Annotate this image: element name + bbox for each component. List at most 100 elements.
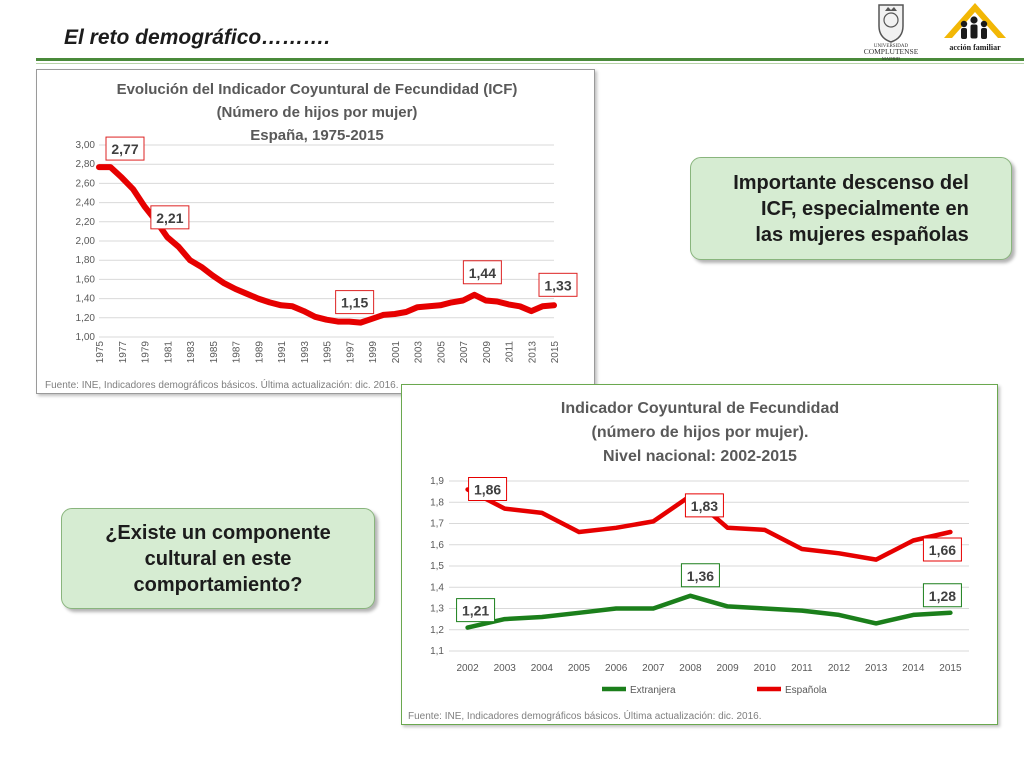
chart-1-point [552, 304, 556, 307]
chart-2-x-tick: 2014 [902, 663, 925, 674]
chart-2-title-line: (número de hijos por mujer). [592, 424, 809, 441]
ucm-logo: UNIVERSIDAD COMPLUTENSE MADRID [864, 4, 919, 61]
chart-1-point [177, 245, 180, 248]
chart-1-point [188, 259, 192, 262]
chart-1-y-tick: 2,40 [76, 198, 96, 209]
chart-1-x-tick: 1979 [141, 341, 152, 364]
chart-2-x-tick: 2007 [642, 663, 665, 674]
chart-1-point [166, 235, 169, 239]
chart-1-x-tick: 1989 [254, 341, 265, 364]
chart-2-point [578, 611, 580, 614]
ucm-logo-line2: COMPLUTENSE [864, 47, 919, 56]
chart-2-point [503, 507, 506, 510]
chart-2-data-label-box [468, 477, 508, 501]
house-roof-icon [944, 3, 1006, 38]
chart-1-y-tick: 1,60 [76, 274, 96, 285]
chart-2-data-label-box [684, 493, 724, 518]
chart-2-y-tick: 1,1 [430, 646, 444, 657]
chart-2-title-line: Nivel nacional: 2002-2015 [603, 448, 797, 465]
chart-1-point [370, 317, 374, 320]
chart-2-point [838, 552, 840, 555]
chart-1-title-line: (Número de hijos por mujer) [217, 104, 418, 121]
chart-2-point [540, 616, 543, 618]
chart-1-point [291, 305, 294, 308]
slide-title: El reto demográfico………. [64, 26, 331, 49]
chart-1-title-line: España, 1975-2015 [250, 127, 383, 144]
chart-2-point [800, 548, 803, 550]
chart-1-point [473, 293, 476, 296]
title-rule [36, 58, 1024, 61]
chart-1-point [450, 301, 453, 304]
chart-1-series-line [96, 164, 557, 326]
chart-2-data-label: 1,21 [462, 603, 489, 619]
chart-1-point [336, 320, 340, 323]
chart-2-point [800, 609, 803, 612]
chart-1-data-label-box [105, 136, 145, 161]
chart-2-data-label: 1,28 [929, 588, 956, 604]
chart-1-point [131, 187, 135, 191]
chart-1-point [507, 303, 510, 306]
chart-1-x-tick: 1975 [95, 341, 106, 364]
chart-1-point [541, 305, 544, 308]
chart-1-point [120, 176, 123, 179]
chart-2-data-label-box [922, 583, 962, 608]
chart-1-x-tick: 1991 [277, 341, 288, 364]
chart-1-point [211, 274, 214, 277]
callout-componente-cultural: ¿Existe un componente cultural en este c… [61, 508, 375, 609]
chart-2-point [652, 607, 655, 610]
chart-1-y-tick: 2,80 [76, 159, 96, 170]
chart-1-data-label: 1,15 [341, 295, 368, 311]
chart-1-point [302, 309, 305, 313]
chart-2-point [466, 626, 469, 629]
chart-2-point [689, 594, 692, 597]
chart-1-data-label-box [538, 272, 578, 297]
chart-2-point [652, 520, 655, 523]
chart-1-data-label-box [150, 205, 190, 230]
chart-2-point [726, 605, 729, 608]
chart-1-y-tick: 1,20 [76, 313, 96, 324]
chart-2-data-label-box [680, 563, 720, 588]
chart-1-point [200, 265, 203, 269]
chart-2-point [615, 607, 618, 610]
chart-2-point [912, 539, 915, 542]
chart-1-x-tick: 2015 [550, 341, 561, 364]
chart-1-point [143, 205, 146, 208]
ucm-logo-line3: MADRID [882, 56, 901, 61]
chart-1-x-tick: 1985 [209, 341, 220, 364]
callout-descenso-text: Importante descenso del ICF, especialmen… [733, 171, 969, 246]
chart-2-y-tick: 1,4 [430, 582, 444, 593]
chart-2-y-tick: 1,3 [430, 604, 444, 615]
chart-2-point [949, 531, 952, 533]
accion-familiar-logo: acción familiar [944, 3, 1006, 52]
chart-2-data-label: 1,83 [691, 498, 718, 514]
chart-2-data-label: 1,66 [929, 542, 956, 558]
chart-1-data-label-box [335, 290, 375, 315]
chart-2-legend-label: Extranjera [630, 685, 676, 696]
chart-2-point [540, 511, 543, 514]
chart-1-point [313, 315, 317, 319]
chart-1-title-line: Evolución del Indicador Coyuntural de Fe… [117, 81, 518, 98]
chart-2-y-tick: 1,7 [430, 519, 444, 530]
chart-2-x-tick: 2005 [568, 663, 591, 674]
chart-1-point [222, 282, 226, 285]
chart-2-x-tick: 2002 [456, 663, 479, 674]
chart-2-x-tick: 2011 [791, 663, 813, 674]
chart-1-point [518, 305, 522, 308]
chart-2-point [838, 613, 840, 616]
chart-1-point [416, 306, 419, 309]
chart-1-data-label: 1,33 [544, 277, 571, 293]
chart-1-x-tick: 2009 [482, 341, 493, 364]
chart-1-x-tick: 2005 [436, 341, 447, 364]
chart-1-x-tick: 1999 [368, 341, 379, 364]
chart-2-point [466, 488, 469, 491]
chart-2-point [578, 531, 580, 533]
chart-2-legend-label: Española [785, 685, 827, 696]
chart-1-x-tick: 1995 [323, 341, 334, 364]
chart-2-point [875, 558, 878, 561]
ucm-emblem [883, 12, 899, 28]
chart-icf-2002-2015: Indicador Coyuntural de Fecundidad (númer… [401, 384, 998, 725]
chart-1-point [325, 318, 328, 321]
chart-1-data-label: 1,44 [469, 265, 496, 281]
chart-1-x-tick: 1987 [232, 341, 243, 364]
chart-2-point [912, 613, 915, 616]
